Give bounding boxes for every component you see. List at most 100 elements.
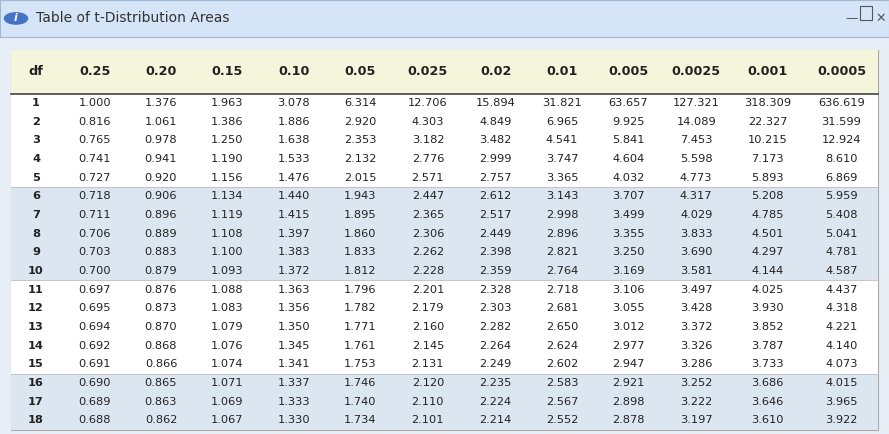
- Text: 4.025: 4.025: [751, 285, 784, 295]
- Text: 6.965: 6.965: [546, 117, 578, 127]
- Text: 4.221: 4.221: [825, 322, 858, 332]
- Text: 4: 4: [32, 154, 40, 164]
- Text: 2.120: 2.120: [412, 378, 444, 388]
- FancyBboxPatch shape: [0, 0, 889, 37]
- Text: 2.650: 2.650: [546, 322, 578, 332]
- Text: 3.428: 3.428: [680, 303, 712, 313]
- Text: 4.029: 4.029: [680, 210, 712, 220]
- Text: 2.999: 2.999: [479, 154, 512, 164]
- Text: 1.440: 1.440: [277, 191, 310, 201]
- Text: 3.250: 3.250: [613, 247, 645, 257]
- Text: 0.694: 0.694: [78, 322, 111, 332]
- Text: 0.0005: 0.0005: [817, 65, 866, 78]
- Text: 1.071: 1.071: [211, 378, 244, 388]
- Text: 3.922: 3.922: [825, 415, 858, 425]
- Text: 5.208: 5.208: [751, 191, 784, 201]
- Text: 0.20: 0.20: [145, 65, 177, 78]
- Text: 10: 10: [28, 266, 44, 276]
- Text: 3.852: 3.852: [751, 322, 784, 332]
- Text: 3.610: 3.610: [751, 415, 784, 425]
- Text: 5.893: 5.893: [751, 173, 784, 183]
- FancyBboxPatch shape: [11, 131, 878, 150]
- Text: 127.321: 127.321: [673, 98, 720, 108]
- Text: 1.397: 1.397: [277, 229, 310, 239]
- Text: 3.252: 3.252: [680, 378, 712, 388]
- Text: 2.947: 2.947: [613, 359, 645, 369]
- Text: 1.886: 1.886: [277, 117, 310, 127]
- Text: 4.785: 4.785: [751, 210, 784, 220]
- Text: 2.681: 2.681: [546, 303, 578, 313]
- Text: 1.812: 1.812: [344, 266, 376, 276]
- Text: 3: 3: [32, 135, 40, 145]
- Text: 1.895: 1.895: [344, 210, 376, 220]
- FancyBboxPatch shape: [11, 318, 878, 336]
- Text: 9.925: 9.925: [613, 117, 645, 127]
- Text: 0.711: 0.711: [78, 210, 111, 220]
- Text: 1.345: 1.345: [277, 341, 310, 351]
- Text: 2.602: 2.602: [546, 359, 578, 369]
- Text: —: —: [845, 12, 858, 25]
- Text: 1.796: 1.796: [344, 285, 376, 295]
- Text: 4.587: 4.587: [825, 266, 858, 276]
- Text: 1.734: 1.734: [344, 415, 376, 425]
- Text: 16: 16: [28, 378, 44, 388]
- Text: 0.941: 0.941: [145, 154, 177, 164]
- Text: 0.25: 0.25: [79, 65, 110, 78]
- Text: 0.689: 0.689: [78, 397, 111, 407]
- Text: 0.727: 0.727: [78, 173, 111, 183]
- Text: 2.896: 2.896: [546, 229, 578, 239]
- Text: 1.860: 1.860: [344, 229, 376, 239]
- Text: 0.866: 0.866: [145, 359, 177, 369]
- Text: 1.350: 1.350: [277, 322, 310, 332]
- Text: 0.01: 0.01: [547, 65, 578, 78]
- Text: 1.100: 1.100: [211, 247, 244, 257]
- Text: 2.145: 2.145: [412, 341, 444, 351]
- Text: 1.076: 1.076: [211, 341, 244, 351]
- Text: 6.869: 6.869: [825, 173, 858, 183]
- Text: 17: 17: [28, 397, 44, 407]
- Text: 3.106: 3.106: [613, 285, 645, 295]
- FancyBboxPatch shape: [11, 224, 878, 243]
- Text: 3.182: 3.182: [412, 135, 444, 145]
- Text: df: df: [28, 65, 44, 78]
- Text: 3.833: 3.833: [680, 229, 713, 239]
- Text: 15: 15: [28, 359, 44, 369]
- Text: 2.131: 2.131: [412, 359, 444, 369]
- Text: 2.583: 2.583: [546, 378, 579, 388]
- Text: 0.865: 0.865: [145, 378, 177, 388]
- Text: 5.841: 5.841: [613, 135, 645, 145]
- Text: 318.309: 318.309: [744, 98, 791, 108]
- Text: 3.787: 3.787: [751, 341, 784, 351]
- Text: 0.868: 0.868: [145, 341, 177, 351]
- Text: 2.998: 2.998: [546, 210, 579, 220]
- Text: 12: 12: [28, 303, 44, 313]
- Text: 12.706: 12.706: [408, 98, 448, 108]
- Text: 0.873: 0.873: [145, 303, 177, 313]
- Text: 1.376: 1.376: [145, 98, 177, 108]
- Text: 0.718: 0.718: [78, 191, 111, 201]
- Text: 2.776: 2.776: [412, 154, 444, 164]
- Text: 4.781: 4.781: [825, 247, 858, 257]
- Text: 2.015: 2.015: [344, 173, 376, 183]
- Text: 0.906: 0.906: [145, 191, 177, 201]
- Text: 2.306: 2.306: [412, 229, 444, 239]
- Circle shape: [4, 13, 28, 24]
- Text: 3.581: 3.581: [680, 266, 713, 276]
- Text: 1.067: 1.067: [211, 415, 244, 425]
- Text: Table of t-Distribution Areas: Table of t-Distribution Areas: [36, 11, 229, 26]
- Text: 3.965: 3.965: [825, 397, 858, 407]
- Text: 1.079: 1.079: [211, 322, 244, 332]
- Text: 12.924: 12.924: [821, 135, 861, 145]
- Text: 1.753: 1.753: [344, 359, 376, 369]
- Text: 2.328: 2.328: [479, 285, 512, 295]
- Text: 0.863: 0.863: [145, 397, 177, 407]
- Text: 0.889: 0.889: [145, 229, 177, 239]
- Text: 0.816: 0.816: [78, 117, 111, 127]
- Text: 1.533: 1.533: [277, 154, 310, 164]
- Text: 5: 5: [32, 173, 40, 183]
- Text: 3.055: 3.055: [613, 303, 645, 313]
- Text: 3.372: 3.372: [680, 322, 712, 332]
- Text: 31.599: 31.599: [821, 117, 861, 127]
- Text: 4.303: 4.303: [412, 117, 444, 127]
- Text: 2.282: 2.282: [479, 322, 512, 332]
